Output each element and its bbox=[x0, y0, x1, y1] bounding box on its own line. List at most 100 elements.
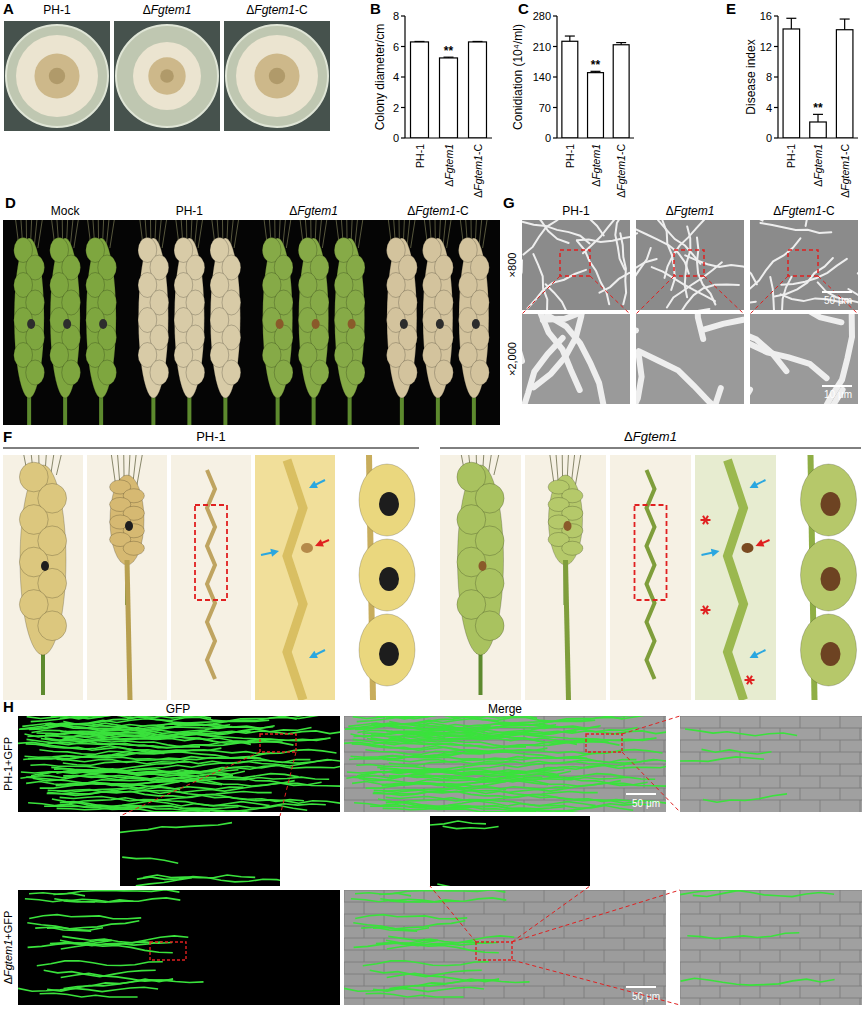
cell-wall bbox=[720, 716, 721, 728]
zoom-line bbox=[430, 886, 476, 942]
colony bbox=[133, 42, 201, 110]
hypha bbox=[26, 744, 152, 753]
text-run: Fgtem1 bbox=[472, 155, 484, 191]
hypha bbox=[533, 254, 547, 310]
hypha bbox=[120, 823, 232, 833]
text-run: ×800 bbox=[506, 253, 518, 278]
cell-wall bbox=[860, 902, 861, 914]
text-run: 210 bbox=[533, 41, 551, 53]
bar bbox=[411, 42, 429, 138]
hypha bbox=[363, 961, 489, 966]
bar bbox=[469, 42, 487, 138]
asterisk bbox=[703, 516, 708, 525]
cell-wall bbox=[664, 986, 665, 998]
text-run: ×2,000 bbox=[506, 342, 518, 376]
cell-wall bbox=[700, 776, 701, 788]
cell-wall bbox=[820, 998, 821, 1005]
hypha bbox=[750, 314, 841, 322]
text-run: Δ bbox=[472, 191, 484, 198]
cell-wall bbox=[860, 950, 861, 962]
spikelet bbox=[562, 541, 583, 555]
cell-wall bbox=[584, 764, 585, 776]
hypha bbox=[693, 890, 791, 897]
cell-wall bbox=[444, 950, 445, 962]
error-stem bbox=[844, 19, 845, 30]
y-tick-label: 16 bbox=[760, 10, 772, 22]
hypha bbox=[64, 980, 204, 989]
cell-wall bbox=[780, 926, 781, 938]
lesion bbox=[742, 543, 754, 553]
text-run: 0 bbox=[393, 132, 399, 144]
text-run: 6 bbox=[393, 41, 399, 53]
hypha bbox=[806, 220, 814, 226]
y-tick bbox=[774, 107, 778, 108]
text-run: 8 bbox=[766, 71, 772, 83]
hypha bbox=[652, 267, 715, 301]
cell-wall bbox=[800, 914, 801, 926]
y-tick-label: 8 bbox=[766, 71, 772, 83]
lesion bbox=[276, 319, 284, 329]
text-run: PH-1 bbox=[176, 204, 204, 218]
cell-wall bbox=[624, 890, 625, 902]
cell-wall bbox=[760, 986, 761, 998]
arrow-head bbox=[270, 549, 279, 557]
cell-wall bbox=[700, 998, 701, 1005]
cell-wall bbox=[504, 938, 505, 950]
lesion bbox=[472, 319, 480, 329]
awn bbox=[575, 455, 582, 485]
text-run: 2 bbox=[393, 102, 399, 114]
awn bbox=[447, 220, 453, 248]
plot-marks bbox=[783, 18, 853, 138]
zoom-line bbox=[522, 276, 560, 314]
ear bbox=[263, 238, 293, 398]
cell-wall bbox=[760, 764, 761, 776]
hypha bbox=[770, 277, 779, 310]
text-run: PH-1+GFP bbox=[2, 737, 14, 791]
zoom-line bbox=[512, 960, 680, 1005]
y-tick-label: 70 bbox=[539, 102, 551, 114]
arrow-head bbox=[756, 539, 765, 546]
cell-wall bbox=[720, 788, 721, 800]
zoom-box bbox=[476, 942, 512, 960]
cell-wall bbox=[680, 776, 862, 777]
cell-wall bbox=[680, 788, 862, 789]
scale-bar bbox=[626, 986, 656, 988]
micrograph bbox=[680, 716, 862, 812]
hypha bbox=[639, 309, 710, 310]
cell-wall bbox=[720, 890, 721, 902]
spikelet bbox=[359, 539, 415, 611]
hypha bbox=[367, 739, 577, 748]
cell-wall bbox=[680, 890, 681, 902]
photo-bg bbox=[780, 455, 861, 700]
text-run: ** bbox=[444, 44, 454, 58]
hypha bbox=[549, 220, 604, 236]
text-run: PH-1 bbox=[785, 144, 797, 168]
text-run: Δ bbox=[443, 180, 455, 187]
hypha bbox=[370, 805, 594, 812]
cell-wall bbox=[524, 950, 525, 962]
text-run: Fgtem1 bbox=[297, 204, 338, 218]
hypha bbox=[143, 875, 255, 878]
text-run: Δ bbox=[289, 204, 297, 218]
cell-wall bbox=[740, 902, 741, 914]
zoom-bg bbox=[695, 455, 776, 700]
x-axis bbox=[778, 137, 858, 138]
cell-wall bbox=[484, 926, 485, 938]
hypha bbox=[702, 314, 744, 330]
petri-dish bbox=[6, 25, 108, 127]
y-tick-label: 0 bbox=[545, 132, 551, 144]
hypha bbox=[373, 928, 429, 931]
zoom-line bbox=[590, 276, 630, 314]
awn bbox=[286, 220, 292, 248]
ear bbox=[549, 475, 583, 565]
hypha bbox=[685, 255, 744, 271]
hypha bbox=[388, 936, 514, 943]
cell-wall bbox=[720, 962, 721, 974]
lesion bbox=[821, 642, 841, 666]
stem bbox=[41, 651, 45, 695]
x-tick-label: PH-1 bbox=[785, 144, 797, 168]
cell-wall bbox=[820, 926, 821, 938]
cell-wall bbox=[700, 902, 701, 914]
cell-wall bbox=[364, 800, 365, 812]
cell-wall bbox=[664, 938, 665, 950]
